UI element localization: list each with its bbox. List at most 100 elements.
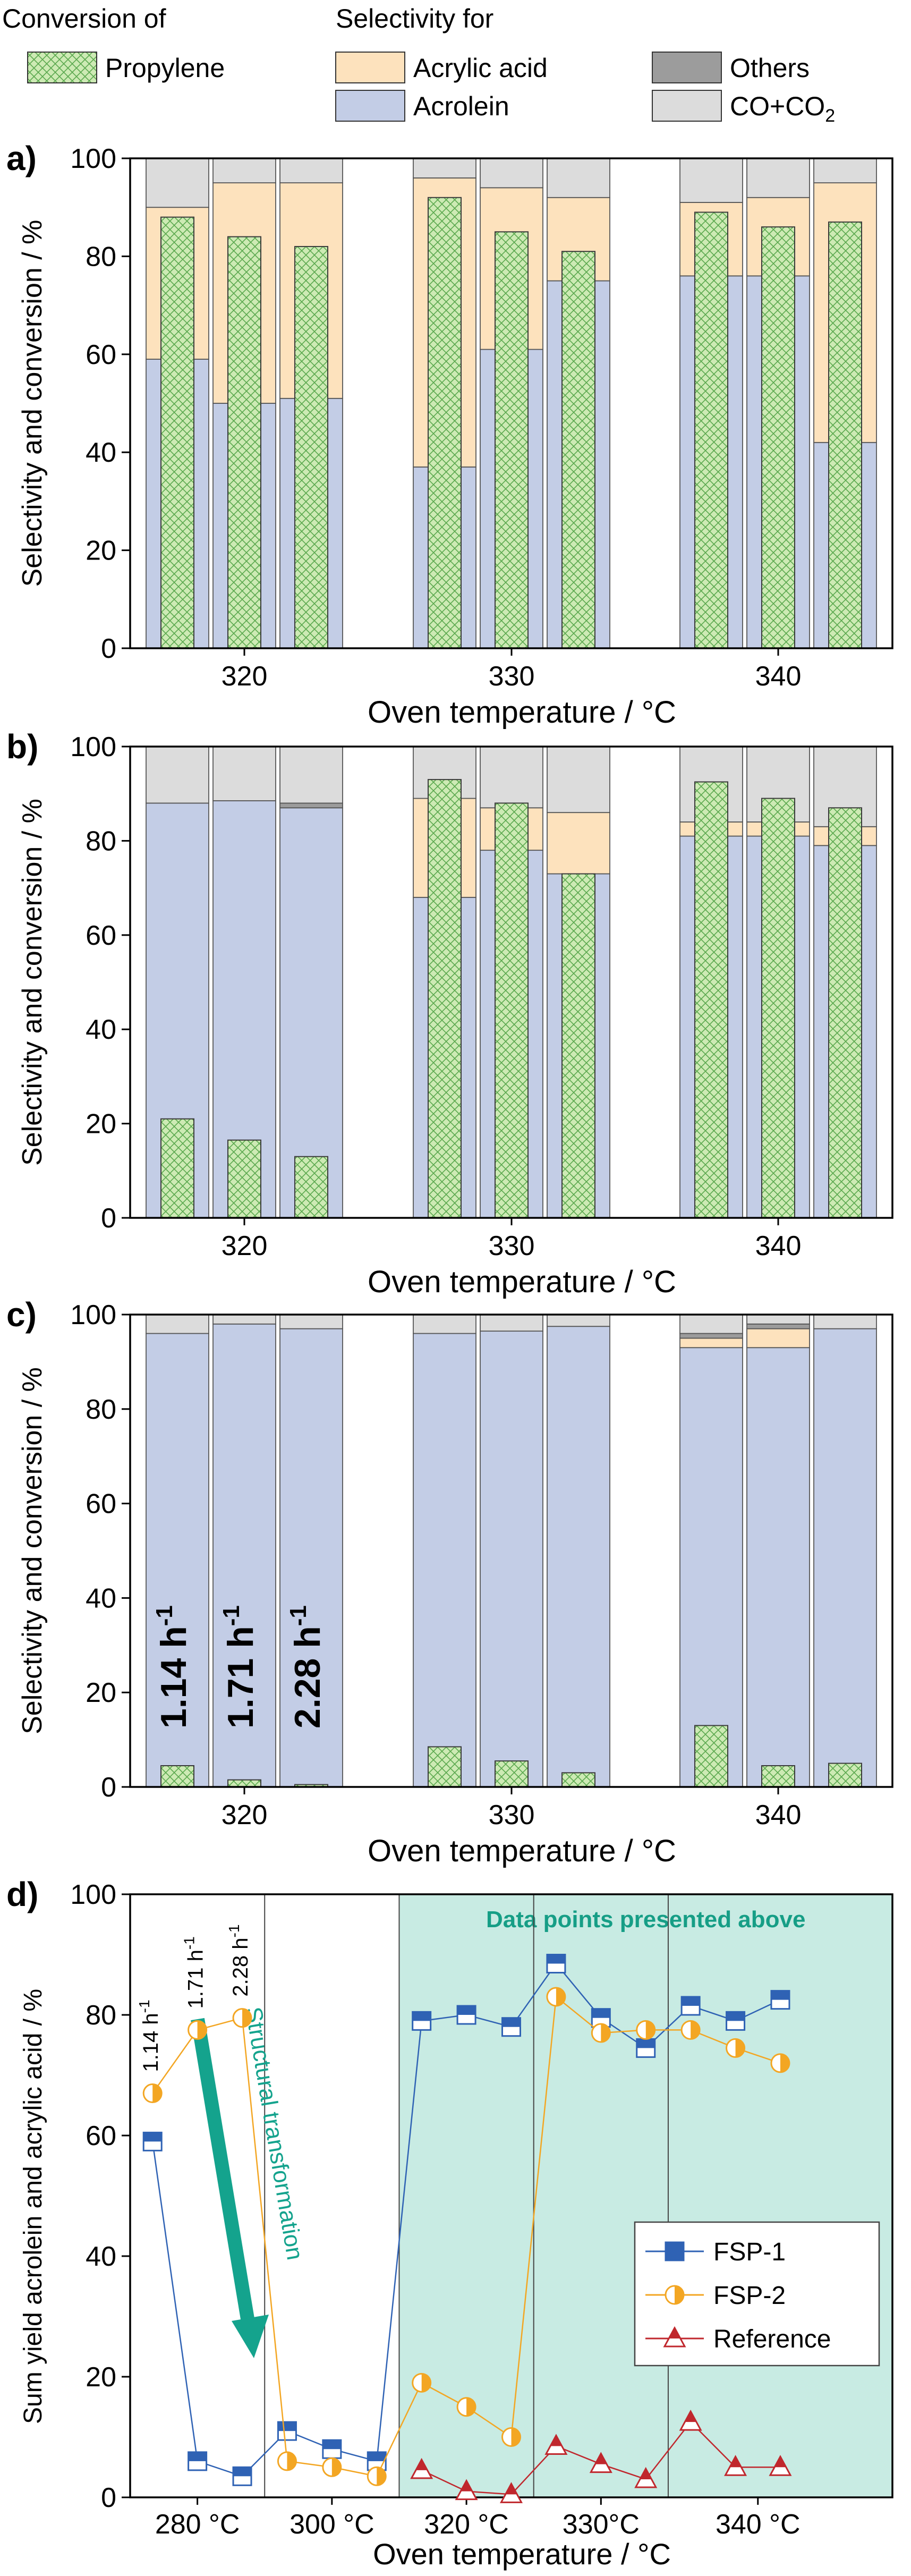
bar-conversion-330-2: [495, 1760, 529, 1787]
bar-segment-others-340-2: [746, 1323, 810, 1329]
panel-label: b): [6, 727, 38, 766]
bar-conversion-340-2: [761, 226, 795, 649]
point-fsp-2-9-fill: [511, 2428, 521, 2446]
bar-segment-cox-320-2: [212, 1314, 276, 1325]
bar-segment-cox-320-1: [146, 746, 209, 804]
legend-label-reference: Reference: [713, 2325, 831, 2353]
panel-d: Data points presented above 0 20 40 60 80 100 2…: [6, 1875, 893, 2571]
point-fsp-2-13-fill: [691, 2021, 700, 2039]
point-fsp-2-12-fill: [645, 2021, 655, 2039]
whsv-superscript: -1: [226, 1925, 242, 1938]
y-tick-label-40: 40: [86, 1583, 116, 1614]
panel-c: 320 330 340 0 20 40 60 80 100 c) Oven temperature …: [6, 1295, 893, 1868]
x-tick-label-330: 330: [489, 1231, 535, 1261]
bar-conversion-340-3: [828, 807, 862, 1219]
legend-label-others: Others: [730, 53, 810, 83]
point-fsp-1-4-fill: [278, 2422, 296, 2431]
bar-conversion-320-2: [227, 1779, 261, 1788]
panel-a: 320 330 340 0 20 40 60 80 100 a) Oven temperature …: [6, 139, 893, 730]
point-fsp-2-1-fill: [152, 2084, 162, 2103]
y-tick-label-60: 60: [86, 340, 116, 370]
point-reference-9-fill: [775, 2456, 786, 2468]
bar-segment-cox-320-1: [146, 158, 209, 208]
bar-segment-cox-320-2: [212, 158, 276, 183]
y-tick-label-0: 0: [101, 1772, 116, 1803]
point-fsp-1-3-fill: [233, 2467, 252, 2477]
bar-segment-acrolein-320-1: [146, 1333, 209, 1787]
y-axis-title: Selectivity and conversion / %: [17, 799, 48, 1166]
bar-segment-cox-330-3: [547, 746, 610, 814]
point-reference-7-fill: [685, 2411, 696, 2422]
point-fsp-2-5-fill: [331, 2458, 341, 2477]
x-axis-title: Oven temperature / °C: [368, 1834, 676, 1868]
bar-segment-acrolein-320-2: [212, 1323, 276, 1787]
bar-conversion-330-3: [561, 1772, 595, 1788]
point-fsp-1-6-fill: [368, 2452, 386, 2461]
whsv-superscript: -1: [285, 1605, 311, 1626]
y-axis-title: Sum yield acrolein and acrylic acid / %: [19, 1989, 47, 2424]
bar-conversion-330-1: [428, 1746, 462, 1788]
legend-marker-fsp-1-fill: [666, 2242, 684, 2260]
bar-segment-acrolein-320-3: [279, 1328, 343, 1787]
y-tick-label-40: 40: [86, 437, 116, 468]
x-tick-label-1: 300 °C: [290, 2509, 374, 2540]
bar-segment-acrolein-330-1: [413, 1333, 476, 1787]
shaded-region-label: Data points presented above: [486, 1906, 805, 1933]
bar-segment-acrylic-340-1: [679, 1337, 743, 1349]
series-reference: [410, 2409, 792, 2503]
bar-segment-acrolein-340-2: [746, 1347, 810, 1787]
x-tick-label-330: 330: [489, 1800, 535, 1831]
x-axis-title: Oven temperature / °C: [373, 2537, 671, 2571]
plot-frame: [129, 1314, 893, 1788]
x-tick-label-340: 340: [755, 661, 802, 692]
legend-marker-reference-fill: [669, 2328, 680, 2338]
bar-segment-acrolein-340-3: [813, 1328, 877, 1787]
x-axis-title: Oven temperature / °C: [368, 695, 676, 730]
bar-conversion-330-3: [561, 873, 595, 1218]
bar-conversion-330-2: [495, 231, 529, 649]
bar-conversion-330-1: [428, 197, 462, 649]
bar-segment-cox-340-3: [813, 158, 877, 183]
bar-conversion-340-3: [828, 1762, 862, 1788]
bar-conversion-340-2: [761, 798, 795, 1218]
bar-segment-acrolein-330-2: [480, 1331, 543, 1787]
bar-conversion-320-2: [227, 236, 261, 649]
bar-segment-acrolein-320-3: [279, 807, 343, 1218]
point-fsp-2-11-fill: [601, 2024, 610, 2043]
y-tick-label-20: 20: [86, 536, 116, 566]
y-tick-label-80: 80: [86, 241, 116, 272]
bar-conversion-320-3: [294, 1156, 328, 1218]
arrow-head: [232, 2315, 269, 2358]
bar-segment-acrolein-340-1: [679, 1347, 743, 1787]
y-tick-label-0: 0: [101, 2482, 116, 2513]
bar-segment-cox-320-3: [279, 158, 343, 183]
legend: Conversion of Selectivity for Propylene Acr…: [2, 4, 835, 126]
point-fsp-1-14-fill: [726, 2012, 745, 2021]
bar-conversion-340-3: [828, 221, 862, 649]
legend-label-acrolein: Acrolein: [413, 91, 509, 121]
bar-segment-cox-330-1: [413, 158, 476, 179]
y-axis-title: Selectivity and conversion / %: [17, 220, 48, 587]
legend-label-fsp-1: FSP-1: [713, 2238, 786, 2266]
bar-segment-cox-330-2: [480, 1314, 543, 1332]
bar-segment-cox-330-2: [480, 158, 543, 189]
bar-segment-cox-340-1: [679, 1314, 743, 1334]
x-tick-label-0: 280 °C: [155, 2509, 240, 2540]
point-fsp-2-14-fill: [735, 2039, 745, 2057]
point-fsp-1-7-fill: [412, 2012, 431, 2021]
panel-label: d): [6, 1875, 38, 1913]
legend-swatch-acrylic: [335, 52, 405, 83]
panel-b: 320 330 340 0 20 40 60 80 100 b) Oven temperature …: [6, 727, 893, 1299]
bar-segment-cox-330-1: [413, 1314, 476, 1334]
whsv-superscript: -1: [151, 1605, 177, 1626]
y-tick-label-0: 0: [101, 633, 116, 664]
point-reference-3-fill: [506, 2484, 516, 2495]
line-legend: FSP-1 FSP-2 Reference: [634, 2221, 880, 2367]
bar-segment-others-320-3: [279, 802, 343, 809]
whsv-label-2: 1.71 h-1: [181, 1936, 208, 2009]
legend-subscript: 2: [825, 106, 835, 126]
x-tick-label-4: 340 °C: [716, 2509, 801, 2540]
bar-conversion-330-1: [428, 779, 462, 1218]
point-fsp-2-2-fill: [197, 2021, 207, 2039]
bar-conversion-320-1: [160, 1118, 194, 1218]
